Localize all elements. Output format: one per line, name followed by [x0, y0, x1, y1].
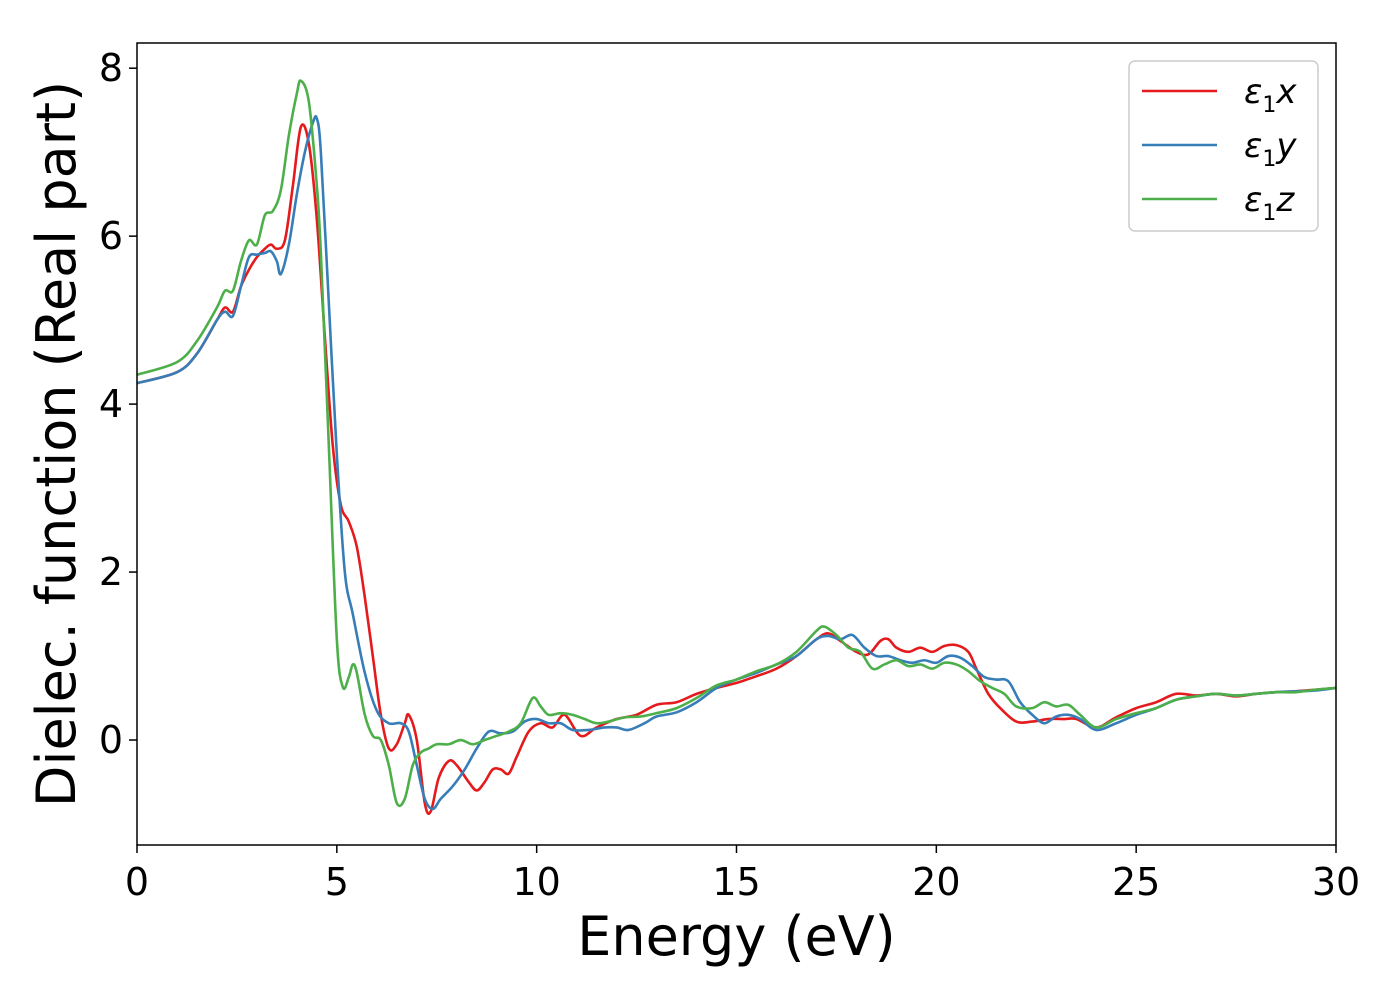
legend-label: ε1z [1244, 180, 1295, 226]
x-tick-label: 15 [712, 860, 760, 904]
legend: ε1x ε1y ε1z [1128, 60, 1319, 232]
y-tick-label: 4 [99, 382, 123, 426]
y-tick-label: 2 [99, 550, 123, 594]
y-tick-label: 0 [99, 718, 123, 762]
y-axis-ticks: 0 2 4 6 8 [99, 46, 137, 762]
y-tick-label: 8 [99, 46, 123, 90]
x-axis-ticks: 0 5 10 15 20 25 30 [125, 845, 1360, 904]
x-axis-label: Energy (eV) [577, 905, 896, 968]
series-line-y [137, 114, 1336, 811]
x-tick-label: 30 [1312, 860, 1360, 904]
legend-label: ε1y [1244, 126, 1297, 172]
x-tick-label: 20 [912, 860, 960, 904]
x-tick-label: 5 [325, 860, 349, 904]
y-tick-label: 6 [99, 214, 123, 258]
series-line-z [137, 79, 1336, 808]
y-axis-label: Dielec. function (Real part) [25, 81, 88, 807]
legend-label: ε1x [1244, 72, 1297, 118]
x-tick-label: 25 [1112, 860, 1160, 904]
x-tick-label: 10 [512, 860, 560, 904]
legend-box [1128, 60, 1319, 232]
series-lines [137, 79, 1336, 816]
x-tick-label: 0 [125, 860, 149, 904]
